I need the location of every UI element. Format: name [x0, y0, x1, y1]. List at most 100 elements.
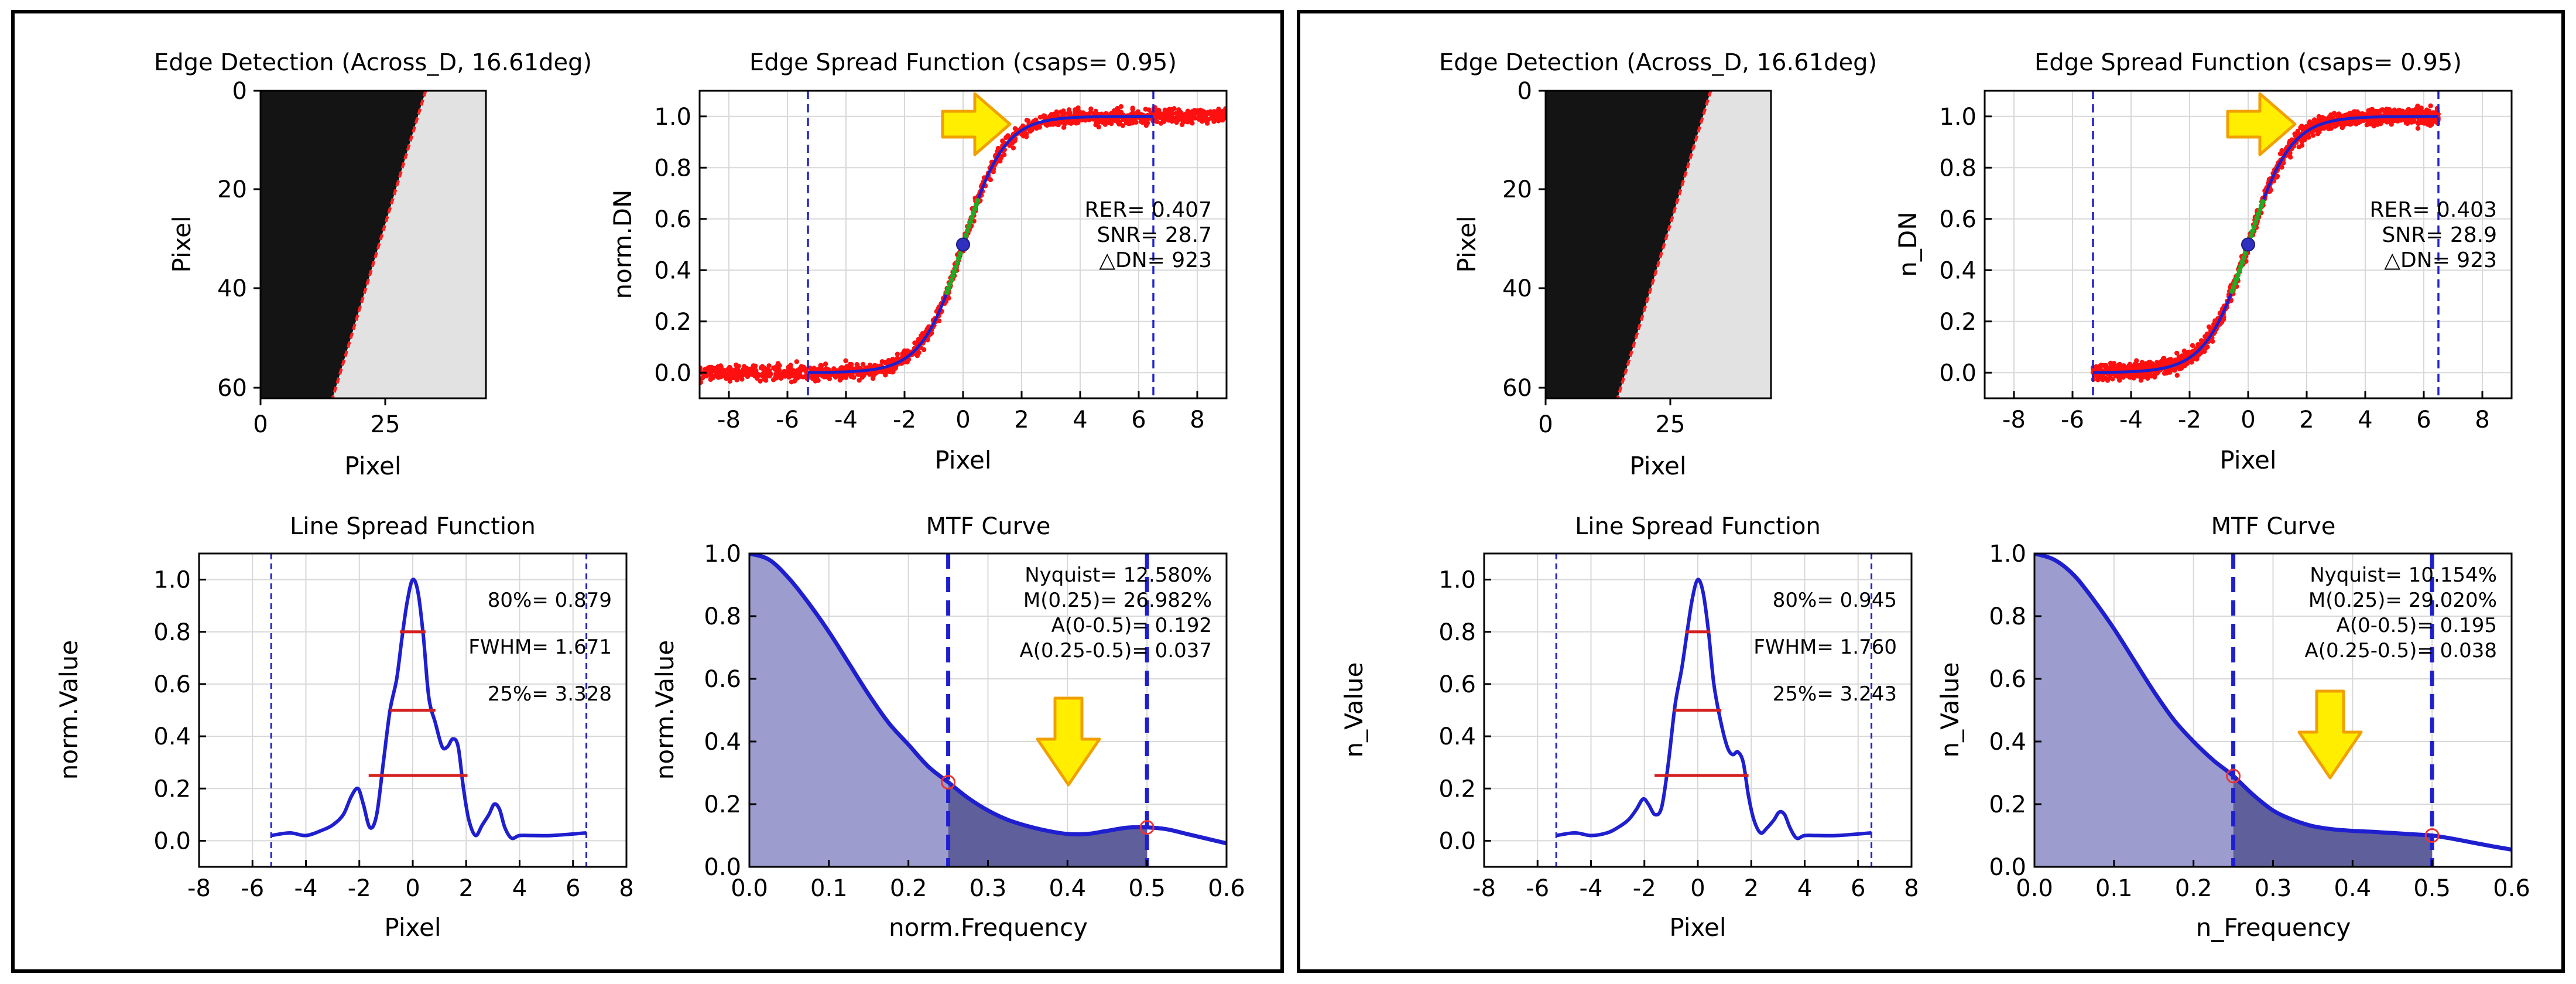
esf-data-point — [754, 375, 760, 381]
y-tick-label: 60 — [1502, 375, 1532, 402]
y-tick-label: 0.8 — [1989, 603, 2026, 630]
esf-data-point — [1200, 118, 1205, 124]
x-tick-label: -6 — [776, 406, 799, 433]
esf-center-point — [2260, 199, 2266, 204]
x-tick-label: 2 — [1744, 875, 1759, 902]
lsf-plot-right: Line Spread Function -8 -6 -4 -2 0 2 4 6 8 0.0 0.2… — [1340, 513, 1919, 942]
esf-center-point — [2232, 281, 2238, 286]
x-tick-label: 0.3 — [970, 875, 1007, 902]
esf-data-point — [2306, 135, 2311, 140]
y-tick-label: 0.0 — [1438, 828, 1476, 855]
esf-center-point — [968, 219, 973, 225]
esf-data-point — [758, 378, 763, 384]
y-tick-label: 60 — [217, 375, 247, 402]
detected-edge-line — [331, 91, 427, 398]
esf-data-point — [1083, 118, 1088, 123]
esf-data-point — [2426, 108, 2432, 114]
esf-data-point — [1012, 126, 1018, 131]
x-tick-label: 0 — [1538, 411, 1553, 438]
x-tick-label: 0.0 — [2016, 875, 2053, 902]
y-tick-label: 1.0 — [704, 541, 741, 568]
y-axis-label: n_Value — [1936, 662, 1964, 758]
esf-data-point — [2177, 366, 2183, 372]
x-tick-label: 0.3 — [2255, 875, 2292, 902]
esf-ddn-annotation: △DN= 923 — [1099, 248, 1212, 272]
lsf-fwhm-annotation: FWHM= 1.760 — [1753, 636, 1897, 659]
esf-data-point — [2095, 377, 2101, 382]
esf-center-point — [969, 214, 975, 220]
esf-data-point — [773, 374, 778, 380]
esf-data-point — [2367, 117, 2372, 123]
esf-data-point — [2366, 111, 2372, 116]
lsf-curve — [270, 578, 587, 840]
esf-data-point — [1130, 105, 1135, 111]
esf-data-point — [1102, 122, 1108, 127]
x-tick-label: -4 — [2119, 406, 2143, 433]
esf-fitted-curve — [808, 115, 1153, 374]
x-tick-label: 2 — [2299, 406, 2314, 433]
edge-image-frame — [1544, 90, 1772, 399]
lsf-plot-left: Line Spread Function -8 -6 -4 -2 0 2 4 6 8 0.0 0.2… — [54, 513, 634, 942]
esf-data-point — [1186, 111, 1191, 117]
esf-data-point — [785, 370, 790, 376]
x-tick-label: -4 — [294, 875, 318, 902]
esf-center-point — [2256, 211, 2261, 217]
esf-data-point — [1005, 133, 1010, 138]
edge-detection-title: Edge Detection (Across_D, 16.61deg) — [154, 49, 592, 76]
esf-center-point — [2239, 259, 2245, 265]
x-tick-label: 0.1 — [2095, 875, 2133, 902]
y-tick-label: 0.4 — [1438, 723, 1476, 750]
esf-data-point — [2416, 110, 2421, 115]
esf-data-point — [1080, 110, 1086, 115]
esf-title: Edge Spread Function (csaps= 0.95) — [749, 49, 1177, 76]
esf-data-point — [1170, 111, 1176, 117]
mtf-nyquist-annotation: Nyquist= 10.154% — [2310, 563, 2497, 587]
esf-data-point — [1112, 118, 1118, 123]
esf-data-point — [2210, 339, 2215, 344]
esf-center-point — [2236, 268, 2242, 274]
mtf-marker — [2424, 828, 2440, 843]
x-axis-label: norm.Frequency — [889, 913, 1088, 942]
esf-center-point — [2238, 264, 2243, 269]
y-tick-label: 1.0 — [153, 567, 191, 594]
mtf-m025-annotation: M(0.25)= 29.020% — [2308, 589, 2497, 612]
y-tick-label: 0.2 — [654, 309, 691, 336]
esf-data-point — [800, 374, 806, 380]
mtf-title: MTF Curve — [2211, 513, 2336, 540]
esf-center-marker — [956, 237, 970, 252]
esf-data-point — [2174, 373, 2180, 378]
y-tick-label: 0.6 — [704, 666, 741, 693]
esf-data-point — [1010, 145, 1016, 151]
esf-data-point — [2385, 111, 2390, 117]
esf-center-point — [965, 228, 970, 234]
esf-data-point — [2333, 112, 2339, 118]
esf-data-point — [1073, 107, 1078, 112]
esf-data-point — [2389, 122, 2394, 127]
esf-data-point — [776, 367, 782, 373]
x-axis-label: Pixel — [1629, 452, 1686, 480]
x-tick-label: 0.4 — [1049, 875, 1087, 902]
left-panel-frame — [11, 10, 1284, 973]
y-tick-label: 0.8 — [654, 155, 691, 182]
esf-data-point — [1198, 111, 1204, 117]
x-tick-label: 2 — [459, 875, 474, 902]
edge-detection-plot-right: Edge Detection (Across_D, 16.61deg) 0 25… — [1439, 49, 1877, 480]
mtf-a005-annotation: A(0-0.5)= 0.192 — [1051, 614, 1212, 637]
esf-data-point — [823, 373, 828, 379]
x-tick-label: 4 — [2358, 406, 2372, 433]
y-tick-label: 1.0 — [1438, 567, 1476, 594]
mtf-a02505-annotation: A(0.25-0.5)= 0.037 — [1020, 639, 1212, 662]
y-axis-label: norm.Value — [650, 640, 679, 780]
esf-center-point — [2253, 220, 2258, 226]
esf-data-point — [1093, 108, 1098, 114]
esf-data-point — [794, 359, 800, 364]
esf-data-point — [762, 377, 767, 382]
mtf-area-0-025 — [2034, 554, 2234, 867]
x-tick-label: 4 — [512, 875, 527, 902]
esf-data-point — [2373, 110, 2379, 115]
esf-data-point — [872, 370, 878, 375]
esf-data-point — [2189, 360, 2194, 365]
esf-data-point — [773, 367, 778, 373]
esf-ddn-annotation: △DN= 923 — [2384, 248, 2497, 272]
y-tick-label: 0 — [232, 78, 247, 105]
